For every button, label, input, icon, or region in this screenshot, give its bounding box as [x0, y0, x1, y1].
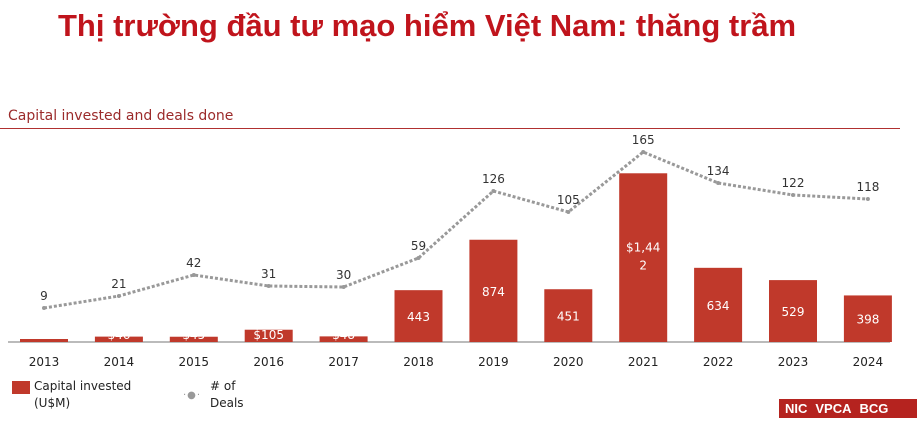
bar-2013: [20, 339, 68, 342]
deals-point: [791, 193, 795, 197]
logo-bcg: BCG: [859, 401, 889, 416]
deals-value-label: 122: [782, 176, 805, 190]
bar-value-label: 443: [407, 310, 430, 324]
bar-2017: [319, 336, 368, 342]
logo-nic: NIC: [785, 401, 808, 416]
bar-value-label: $48: [332, 328, 355, 342]
deals-value-label: 59: [411, 239, 426, 253]
chart-title: Capital invested and deals done: [8, 108, 234, 124]
deals-point: [266, 284, 271, 288]
x-tick-label: 2020: [553, 355, 584, 369]
deals-value-label: 42: [186, 256, 201, 270]
deals-point: [716, 181, 721, 185]
bar-value-label: 2: [639, 259, 647, 273]
deals-value-label: 21: [111, 277, 126, 291]
deals-value-label: 126: [482, 172, 505, 186]
bar-2015: [169, 336, 218, 342]
bar-value-label: 634: [707, 299, 730, 313]
x-tick-label: 2024: [853, 355, 884, 369]
deals-point: [116, 294, 121, 298]
legend-capital: Capital invested (U$M): [12, 378, 131, 412]
deals-value-label: 118: [856, 180, 879, 194]
deals-value-label: 134: [707, 164, 730, 178]
deals-value-label: 105: [557, 193, 580, 207]
legend-bar-swatch: [12, 381, 30, 394]
deals-point: [191, 273, 196, 277]
bar-value-label: $105: [253, 328, 284, 342]
deals-point: [641, 150, 646, 154]
bar-2016: [244, 329, 293, 342]
x-tick-label: 2023: [778, 355, 809, 369]
bar-2022: [694, 267, 743, 342]
slide-title: Thị trường đầu tư mạo hiểm Việt Nam: thă…: [58, 8, 797, 43]
x-tick-label: 2016: [253, 355, 284, 369]
bar-value-label: $1,44: [626, 241, 660, 255]
deals-point: [491, 189, 496, 193]
deals-line: [43, 150, 868, 310]
deals-value-label: 30: [336, 268, 351, 282]
deals-value-label: 31: [261, 267, 276, 281]
x-tick-label: 2017: [328, 355, 359, 369]
legend-deals: ·●· # of Deals: [183, 378, 244, 412]
logo-vpca: VPCA: [815, 401, 852, 416]
bar-2019: [469, 239, 518, 342]
x-tick-label: 2018: [403, 355, 434, 369]
bar-2021: [619, 173, 668, 342]
bar-2018: [394, 290, 443, 342]
legend-label: # of: [210, 379, 236, 393]
bar-2023: [769, 280, 817, 342]
bar-value-label: $46: [107, 328, 130, 342]
x-tick-label: 2021: [628, 355, 659, 369]
x-tick-label: 2014: [104, 355, 135, 369]
legend-dot-swatch: ·●·: [183, 390, 202, 401]
x-tick-label: 2015: [179, 355, 210, 369]
title-divider: [0, 128, 900, 129]
deals-point: [416, 256, 421, 260]
bar-value-label: 874: [482, 285, 505, 299]
bar-2014: [94, 336, 143, 342]
bar-value-label: $45: [182, 328, 205, 342]
x-tick-label: 2022: [703, 355, 734, 369]
bar-2024: [843, 295, 892, 342]
bar-value-label: 529: [782, 305, 805, 319]
legend-label: (U$M): [34, 396, 71, 410]
partner-logos: NIC VPCA BCG: [779, 399, 917, 418]
bar-2020: [544, 289, 593, 342]
bar-value-label: 398: [856, 313, 879, 327]
deals-point: [341, 285, 346, 289]
x-tick-label: 2019: [478, 355, 509, 369]
legend-label: Capital invested: [34, 379, 132, 393]
deals-point: [865, 197, 870, 201]
x-tick-label: 2013: [29, 355, 60, 369]
deals-value-label: 9: [40, 289, 48, 303]
deals-point: [42, 306, 46, 310]
legend-label: Deals: [210, 396, 244, 410]
deals-point: [566, 210, 571, 214]
bar-value-label: 451: [557, 310, 580, 324]
deals-value-label: 165: [632, 133, 655, 147]
